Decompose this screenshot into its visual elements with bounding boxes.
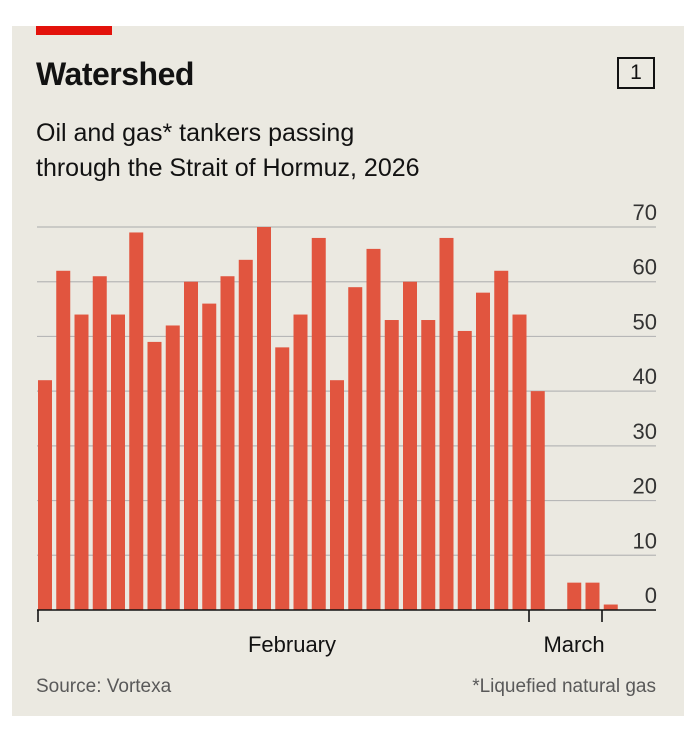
bar [494, 270, 509, 610]
bar [439, 237, 454, 610]
bar [56, 270, 71, 610]
bar [111, 314, 125, 610]
bar [421, 320, 436, 610]
bar [147, 341, 162, 610]
bar [366, 248, 381, 610]
bar [330, 380, 344, 610]
source-note: Source: Vortexa [36, 676, 172, 697]
bar [129, 232, 144, 610]
bar [74, 314, 89, 610]
bar [603, 604, 618, 610]
y-tick-label: 10 [633, 528, 657, 553]
subtitle-line-1: Oil and gas* tankers passing [36, 119, 355, 147]
bar [275, 347, 290, 610]
bar [530, 391, 545, 610]
bar [585, 582, 600, 610]
chart-title: Watershed [36, 56, 194, 92]
bar [165, 325, 180, 610]
bar [238, 259, 253, 610]
bar [457, 330, 472, 610]
bar [293, 314, 308, 610]
y-tick-label: 20 [633, 474, 657, 499]
bar [220, 276, 235, 610]
bar [348, 287, 363, 610]
subtitle-line-2: through the Strait of Hormuz, 2026 [36, 154, 420, 182]
bar [311, 237, 326, 610]
chart-number-badge: 1 [617, 57, 655, 89]
bar [512, 314, 527, 610]
bar [92, 276, 107, 610]
chart-subtitle: Oil and gas* tankers passing through the… [36, 116, 556, 186]
y-tick-label: 60 [633, 255, 657, 280]
y-tick-label: 70 [633, 200, 657, 225]
bar [476, 292, 490, 610]
x-tick-label: February [248, 632, 336, 657]
y-tick-label: 50 [633, 309, 657, 334]
bar [184, 281, 198, 610]
y-tick-label: 30 [633, 419, 657, 444]
bar [384, 320, 399, 610]
y-tick-label: 40 [633, 364, 657, 389]
bar [567, 582, 582, 610]
bar [257, 227, 271, 610]
x-tick-label: March [543, 632, 604, 657]
y-tick-label: 0 [645, 583, 657, 608]
bar [202, 303, 217, 610]
bar [38, 380, 52, 610]
footnote: *Liquefied natural gas [472, 676, 656, 697]
brand-accent-bar [36, 26, 112, 35]
bar [403, 281, 417, 610]
